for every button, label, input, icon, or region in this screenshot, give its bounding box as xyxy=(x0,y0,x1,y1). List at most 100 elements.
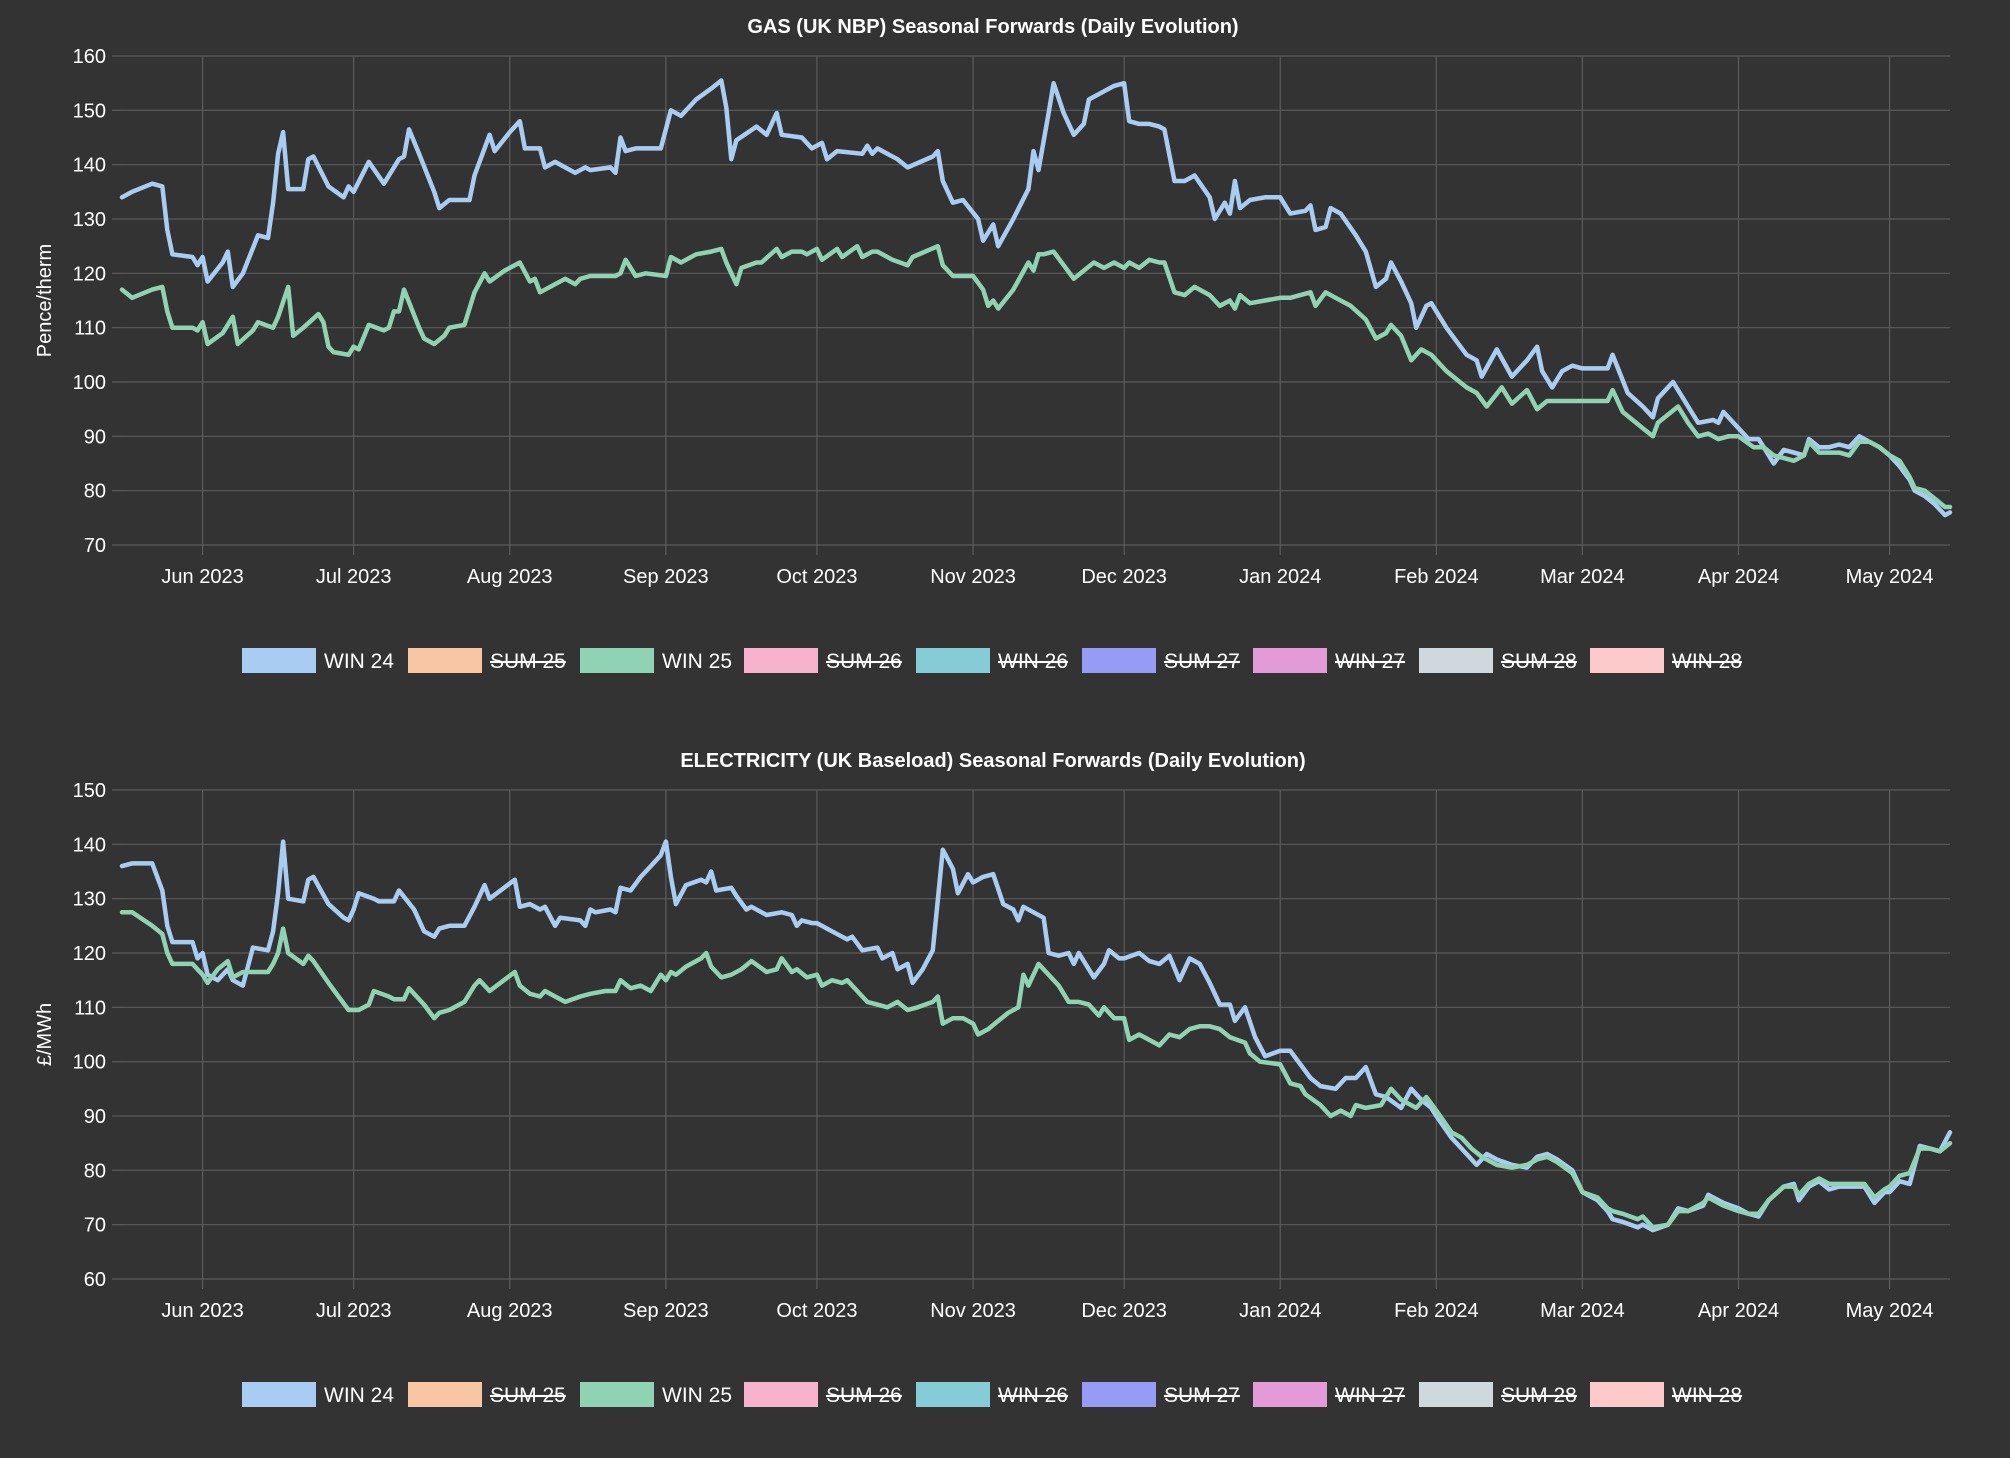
electricity-legend-label: WIN 26 xyxy=(998,1384,1068,1407)
electricity-legend-item-win-28[interactable]: WIN 28 xyxy=(1590,1382,1742,1407)
electricity-x-tick-label: Dec 2023 xyxy=(1081,1300,1167,1322)
electricity-legend-label: WIN 24 xyxy=(324,1384,394,1407)
electricity-series-line-win-25[interactable] xyxy=(119,910,1953,1230)
gas-grid: 70 80 90 100 110 120 130 140 150 160 Jun 2023 Jul 2… xyxy=(73,46,1950,588)
gas-legend-swatch xyxy=(1253,648,1327,673)
gas-x-tick-label: May 2024 xyxy=(1846,566,1934,588)
electricity-legend-swatch xyxy=(242,1382,316,1407)
electricity-legend-item-win-26[interactable]: WIN 26 xyxy=(916,1382,1068,1407)
gas-chart: GAS (UK NBP) Seasonal Forwards (Daily Ev… xyxy=(34,16,1953,673)
gas-y-tick-label: 160 xyxy=(73,46,106,68)
electricity-legend-label: WIN 25 xyxy=(662,1384,732,1407)
electricity-legend-item-sum-25[interactable]: SUM 25 xyxy=(408,1382,566,1407)
gas-x-tick-label: Jun 2023 xyxy=(161,566,243,588)
gas-x-tick-label: Jul 2023 xyxy=(316,566,392,588)
electricity-x-tick-label: Jan 2024 xyxy=(1239,1300,1321,1322)
gas-legend-label: WIN 26 xyxy=(998,650,1068,673)
gas-y-tick-label: 80 xyxy=(84,481,106,503)
gas-legend-swatch xyxy=(916,648,990,673)
gas-series-lines xyxy=(119,78,1953,518)
gas-y-tick-label: 150 xyxy=(73,100,106,122)
gas-legend-label: SUM 25 xyxy=(490,650,566,673)
electricity-x-tick-label: Jul 2023 xyxy=(316,1300,392,1322)
electricity-legend-item-win-24[interactable]: WIN 24 xyxy=(242,1382,394,1407)
electricity-legend-item-sum-28[interactable]: SUM 28 xyxy=(1419,1382,1577,1407)
electricity-y-tick-label: 90 xyxy=(84,1106,106,1128)
electricity-x-tick-label: Aug 2023 xyxy=(467,1300,553,1322)
gas-legend-label: WIN 27 xyxy=(1335,650,1405,673)
gas-legend-swatch xyxy=(744,648,818,673)
electricity-series-lines xyxy=(119,839,1953,1233)
electricity-chart-panel: ELECTRICITY (UK Baseload) Seasonal Forwa… xyxy=(0,734,2010,1453)
gas-legend-item-win-24[interactable]: WIN 24 xyxy=(242,648,394,673)
gas-legend-item-sum-25[interactable]: SUM 25 xyxy=(408,648,566,673)
electricity-y-tick-label: 140 xyxy=(73,834,106,856)
gas-series-line-win-24[interactable] xyxy=(119,78,1953,518)
gas-legend-item-win-26[interactable]: WIN 26 xyxy=(916,648,1068,673)
gas-chart-title: GAS (UK NBP) Seasonal Forwards (Daily Ev… xyxy=(747,16,1238,38)
gas-legend-item-win-28[interactable]: WIN 28 xyxy=(1590,648,1742,673)
gas-y-axis-label: Pence/therm xyxy=(34,244,56,357)
electricity-x-tick-label: Apr 2024 xyxy=(1698,1300,1779,1322)
electricity-legend-label: SUM 28 xyxy=(1501,1384,1577,1407)
gas-legend-swatch xyxy=(580,648,654,673)
gas-series-line-win-25[interactable] xyxy=(119,243,1953,510)
electricity-legend-item-sum-27[interactable]: SUM 27 xyxy=(1082,1382,1240,1407)
electricity-y-tick-label: 110 xyxy=(74,997,106,1019)
gas-legend-item-sum-28[interactable]: SUM 28 xyxy=(1419,648,1577,673)
gas-legend-item-win-25[interactable]: WIN 25 xyxy=(580,648,732,673)
gas-x-tick-label: Aug 2023 xyxy=(467,566,553,588)
gas-y-tick-label: 70 xyxy=(84,535,106,557)
electricity-legend-swatch xyxy=(916,1382,990,1407)
electricity-legend: WIN 24 SUM 25 WIN 25 SUM 26 WIN 26 SUM 27 WIN … xyxy=(242,1382,1742,1407)
electricity-legend-swatch xyxy=(1253,1382,1327,1407)
electricity-chart-title: ELECTRICITY (UK Baseload) Seasonal Forwa… xyxy=(680,750,1305,772)
gas-legend-item-sum-27[interactable]: SUM 27 xyxy=(1082,648,1240,673)
gas-x-tick-label: Nov 2023 xyxy=(930,566,1016,588)
electricity-x-tick-label: Nov 2023 xyxy=(930,1300,1016,1322)
electricity-legend-swatch xyxy=(744,1382,818,1407)
gas-legend-label: WIN 28 xyxy=(1672,650,1742,673)
electricity-legend-item-sum-26[interactable]: SUM 26 xyxy=(744,1382,902,1407)
gas-y-tick-label: 110 xyxy=(74,318,106,340)
gas-legend-item-sum-26[interactable]: SUM 26 xyxy=(744,648,902,673)
electricity-x-tick-label: Oct 2023 xyxy=(776,1300,857,1322)
gas-legend-swatch xyxy=(1590,648,1664,673)
gas-x-tick-label: Mar 2024 xyxy=(1540,566,1625,588)
electricity-chart: ELECTRICITY (UK Baseload) Seasonal Forwa… xyxy=(34,750,1953,1407)
gas-x-tick-label: Oct 2023 xyxy=(776,566,857,588)
gas-x-tick-label: Jan 2024 xyxy=(1239,566,1321,588)
electricity-legend-label: WIN 27 xyxy=(1335,1384,1405,1407)
electricity-legend-item-win-25[interactable]: WIN 25 xyxy=(580,1382,732,1407)
electricity-legend-item-win-27[interactable]: WIN 27 xyxy=(1253,1382,1405,1407)
gas-legend-swatch xyxy=(1082,648,1156,673)
electricity-y-tick-label: 130 xyxy=(73,889,106,911)
gas-x-tick-label: Sep 2023 xyxy=(623,566,709,588)
electricity-legend-swatch xyxy=(1082,1382,1156,1407)
electricity-x-tick-label: May 2024 xyxy=(1846,1300,1934,1322)
gas-legend-item-win-27[interactable]: WIN 27 xyxy=(1253,648,1405,673)
gas-legend-swatch xyxy=(1419,648,1493,673)
gas-legend-label: WIN 24 xyxy=(324,650,394,673)
gas-x-tick-label: Feb 2024 xyxy=(1394,566,1479,588)
gas-legend-label: SUM 26 xyxy=(826,650,902,673)
electricity-y-tick-label: 100 xyxy=(73,1052,106,1074)
electricity-x-tick-label: Jun 2023 xyxy=(161,1300,243,1322)
electricity-legend-swatch xyxy=(580,1382,654,1407)
electricity-grid: 60 70 80 90 100 110 120 130 140 150 Jun 2023 Jul 20… xyxy=(73,780,1950,1322)
gas-legend-label: WIN 25 xyxy=(662,650,732,673)
gas-y-tick-label: 120 xyxy=(73,263,106,285)
electricity-legend-label: SUM 27 xyxy=(1164,1384,1240,1407)
electricity-legend-label: SUM 25 xyxy=(490,1384,566,1407)
electricity-series-line-win-24[interactable] xyxy=(119,839,1953,1233)
gas-legend-label: SUM 27 xyxy=(1164,650,1240,673)
electricity-legend-label: WIN 28 xyxy=(1672,1384,1742,1407)
electricity-legend-swatch xyxy=(408,1382,482,1407)
gas-x-tick-label: Apr 2024 xyxy=(1698,566,1779,588)
gas-legend-swatch xyxy=(408,648,482,673)
electricity-x-tick-label: Sep 2023 xyxy=(623,1300,709,1322)
electricity-y-tick-label: 150 xyxy=(73,780,106,802)
electricity-y-tick-label: 70 xyxy=(84,1215,106,1237)
gas-x-tick-label: Dec 2023 xyxy=(1081,566,1167,588)
gas-legend: WIN 24 SUM 25 WIN 25 SUM 26 WIN 26 SUM 27 WIN … xyxy=(242,648,1742,673)
